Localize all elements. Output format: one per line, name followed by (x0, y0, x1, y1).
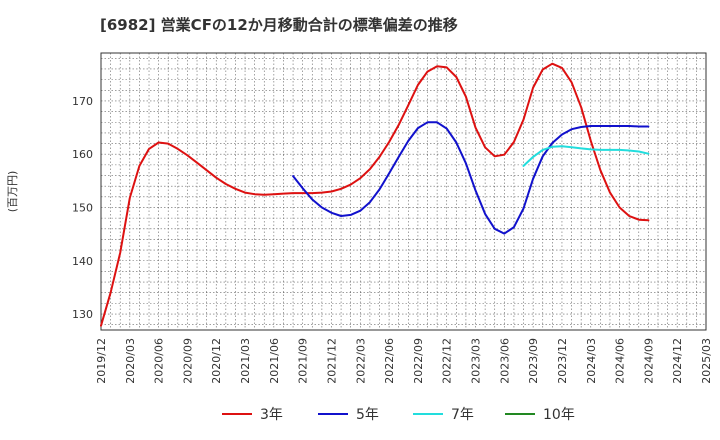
y-axis-label: (百万円) (6, 171, 19, 213)
x-tick-label: 2020/06 (153, 338, 166, 384)
x-tick-label: 2020/09 (181, 338, 194, 384)
series-line-7年 (522, 145, 650, 167)
x-tick-label: 2021/03 (239, 338, 252, 384)
legend: 3年 5年 7年 10年 (222, 407, 575, 423)
series-line-5年 (292, 121, 650, 235)
legend-label: 10年 (543, 407, 575, 423)
horizontal-gridlines (101, 58, 706, 325)
x-tick-label: 2025/03 (700, 338, 713, 384)
x-tick-label: 2022/06 (383, 338, 396, 384)
series-lines (100, 62, 650, 327)
x-tick-label: 2021/06 (268, 338, 281, 384)
x-tick-label: 2024/09 (642, 338, 655, 384)
x-tick-label: 2023/12 (556, 338, 569, 384)
legend-label: 7年 (451, 407, 474, 423)
x-tick-label: 2021/12 (325, 338, 338, 384)
chart-title: [6982] 営業CFの12か月移動合計の標準偏差の推移 (100, 16, 458, 34)
x-tick-label: 2023/06 (498, 338, 511, 384)
plot-frame (100, 52, 707, 331)
x-tick-label: 2024/12 (671, 338, 684, 384)
x-axis-ticks: 2019/12 2020/03 2020/06 2020/09 2020/12 2021/… (95, 338, 713, 384)
x-tick-label: 2022/03 (354, 338, 367, 384)
y-axis-ticks: 130 140 150 160 170 (72, 95, 93, 321)
series-line-3年 (100, 62, 650, 327)
x-tick-label: 2022/09 (412, 338, 425, 384)
legend-label: 5年 (356, 407, 379, 423)
x-tick-label: 2023/09 (527, 338, 540, 384)
y-tick-label: 150 (72, 201, 93, 214)
y-tick-label: 170 (72, 95, 93, 108)
y-tick-label: 130 (72, 308, 93, 321)
x-tick-label: 2020/12 (210, 338, 223, 384)
x-tick-label: 2023/03 (470, 338, 483, 384)
plot-area (101, 53, 706, 330)
y-tick-label: 140 (72, 255, 93, 268)
x-tick-label: 2021/09 (297, 338, 310, 384)
x-tick-label: 2022/12 (441, 338, 454, 384)
x-tick-label: 2024/06 (614, 338, 627, 384)
x-tick-label: 2020/03 (124, 338, 137, 384)
x-tick-label: 2019/12 (95, 338, 108, 384)
x-tick-label: 2024/03 (585, 338, 598, 384)
legend-label: 3年 (260, 407, 283, 423)
y-tick-label: 160 (72, 148, 93, 161)
